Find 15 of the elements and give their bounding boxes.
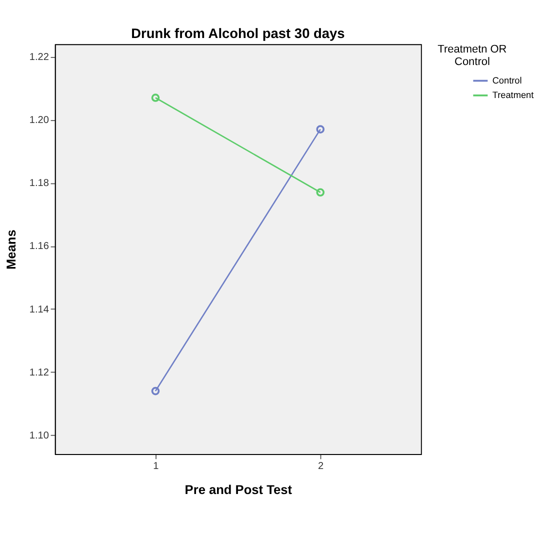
y-tick-label: 1.16	[29, 241, 50, 252]
y-axis-title: Means	[4, 230, 19, 270]
x-tick-label: 1	[153, 461, 160, 472]
legend-title: Treatmetn OR Control	[438, 43, 507, 68]
chart-title: Drunk from Alcohol past 30 days	[131, 26, 346, 41]
x-axis-title: Pre and Post Test	[184, 482, 293, 497]
y-tick-label: 1.20	[29, 115, 50, 126]
legend-label: Treatment	[492, 90, 534, 100]
y-tick-label: 1.12	[29, 367, 50, 378]
legend-label: Control	[492, 76, 522, 86]
y-tick-label: 1.10	[29, 430, 50, 442]
y-tick-label: 1.18	[29, 178, 50, 190]
y-tick-label: 1.14	[29, 304, 50, 316]
y-tick-label: 1.22	[29, 52, 50, 63]
x-tick-label: 2	[318, 461, 324, 472]
